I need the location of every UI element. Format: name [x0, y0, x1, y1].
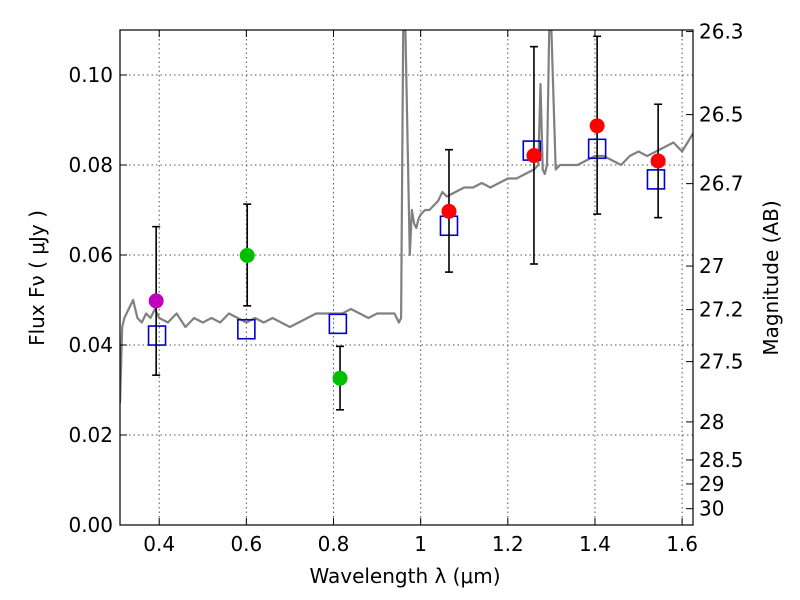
- model-point-square: [147, 325, 167, 346]
- x-tick-label: 1.4: [579, 532, 611, 556]
- x-tick-label: 0.6: [230, 532, 262, 556]
- y2-tick-label: 29: [699, 472, 724, 496]
- y2-tick-label: 27: [699, 254, 724, 278]
- y2-axis-label: Magnitude (AB): [759, 200, 783, 355]
- spectrum-line: [120, 30, 693, 404]
- x-tick-label: 0.4: [143, 532, 175, 556]
- y2-tick-label: 28: [699, 410, 724, 434]
- observed-point: [650, 153, 666, 169]
- y2-tick-label: 28.5: [699, 448, 744, 472]
- observed-point: [441, 203, 457, 219]
- observed-point: [239, 247, 255, 263]
- y-tick-label: 0.10: [68, 63, 113, 87]
- y2-tick-label: 26.7: [699, 172, 744, 196]
- y-tick-label: 0.02: [68, 423, 113, 447]
- y-tick-label: 0.04: [68, 333, 113, 357]
- plot-frame: [119, 29, 694, 526]
- observed-point: [526, 148, 542, 164]
- y-tick-label: 0.06: [68, 243, 113, 267]
- model-point-square: [328, 313, 348, 335]
- y-tick-label: 0.08: [68, 153, 113, 177]
- y2-tick-label: 27.2: [699, 298, 744, 322]
- y2-tick-label: 26.5: [699, 103, 744, 127]
- axes: 0.4 0.6 0.8 1 1.2 1.4 1.6 0.00 0.02 0.04 0.06 0.08 0…: [68, 20, 743, 556]
- model-point-square: [237, 318, 256, 340]
- y2-tick-label: 30: [699, 497, 724, 521]
- y-axis-label: Flux Fν ( μJy ): [25, 210, 49, 346]
- x-axis-label: Wavelength λ (μm): [309, 564, 500, 588]
- x-tick-label: 0.8: [318, 532, 350, 556]
- x-tick-label: 1.6: [666, 532, 698, 556]
- model-point-square: [646, 169, 666, 190]
- y2-tick-label: 27.5: [699, 350, 744, 374]
- markers: [147, 35, 666, 411]
- y-tick-label: 0.00: [68, 513, 113, 537]
- observed-point: [332, 370, 348, 386]
- plot-area: [120, 30, 693, 404]
- observed-point: [589, 118, 605, 134]
- x-tick-label: 1: [414, 532, 427, 556]
- observed-point: [148, 293, 164, 309]
- y2-tick-label: 26.3: [699, 20, 744, 44]
- x-tick-label: 1.2: [492, 532, 524, 556]
